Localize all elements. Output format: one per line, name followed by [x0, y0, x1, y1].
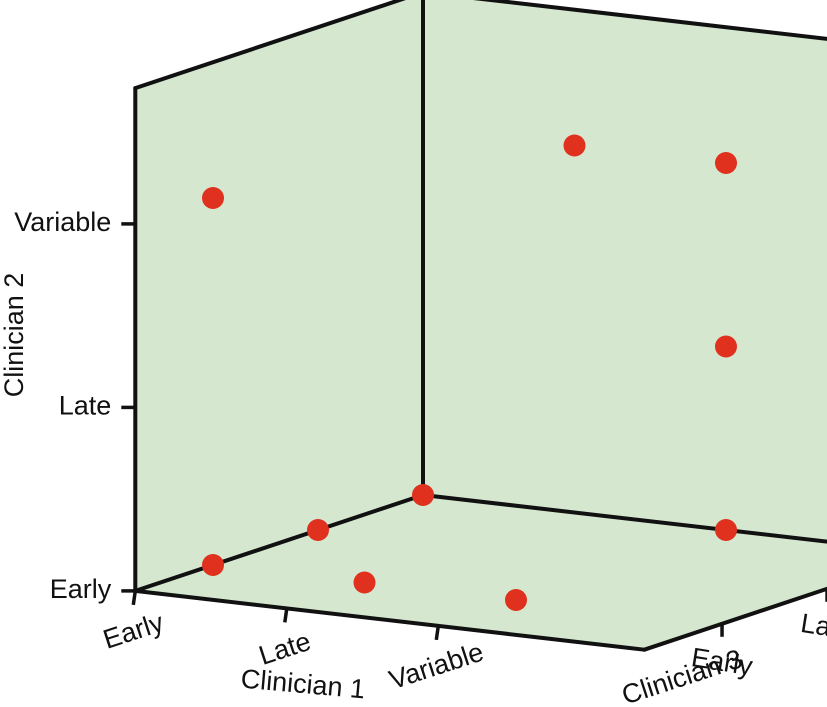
y-tick-label-variable: Variable — [14, 207, 111, 237]
edge-top-back — [473, 0, 827, 41]
edge-floor-front — [133, 588, 647, 652]
edge-floor-left — [133, 493, 425, 593]
data-point-4 — [505, 589, 527, 611]
data-point-10 — [563, 134, 586, 157]
z-tick-label-early: Early — [99, 607, 167, 655]
left-wall-panel — [135, 0, 423, 591]
chart-edges — [133, 0, 827, 652]
data-point-8 — [715, 152, 737, 174]
data-point-9 — [715, 335, 737, 358]
edge-floor-back — [421, 493, 827, 544]
chart-points — [202, 134, 737, 611]
x-axis-title: Clinician 1 — [240, 664, 367, 705]
data-point-7 — [715, 519, 737, 541]
back-wall-panel — [423, 0, 827, 542]
data-point-5 — [353, 571, 376, 594]
y-tick-label-late: Late — [59, 390, 112, 420]
edge-top-left — [133, 0, 406, 91]
chart-ticks — [121, 222, 827, 641]
z-tick-label-variable: Variable — [386, 637, 488, 696]
z-axis-title: Clinician 3 — [618, 643, 746, 707]
y-tick-label-early: Early — [50, 574, 112, 604]
z-tick-label-late: Late — [255, 626, 314, 671]
y-axis-title: Clinician 2 — [0, 273, 29, 398]
data-point-6 — [202, 187, 224, 209]
z-tick-late — [283, 608, 289, 623]
x-tick-label-late: Late — [799, 608, 827, 646]
z-tick-early — [131, 590, 138, 606]
data-point-2 — [307, 519, 329, 541]
edge-floor-right — [642, 586, 827, 652]
data-point-1 — [202, 554, 224, 576]
z-tick-variable — [434, 625, 441, 641]
chart-panels — [135, 0, 827, 650]
data-point-3 — [412, 484, 434, 506]
